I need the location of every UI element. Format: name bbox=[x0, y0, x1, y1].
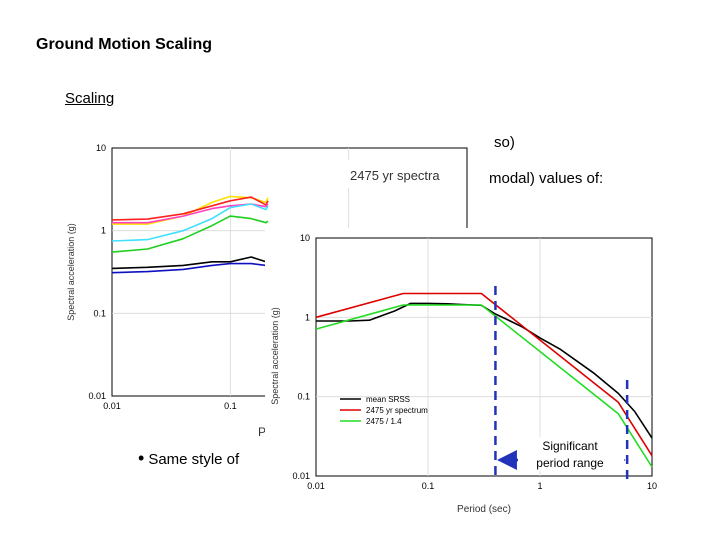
chart2-series-mean-srss bbox=[316, 302, 653, 439]
range-label-line1: Significant bbox=[542, 439, 598, 453]
chart1-y-tick-label: 1 bbox=[101, 226, 106, 236]
range-label-line2: period range bbox=[536, 456, 604, 470]
chart1-y-tick-label: 0.1 bbox=[93, 308, 106, 318]
chart2-x-tick-label: 0.1 bbox=[422, 481, 435, 491]
bullet-dot-icon: • bbox=[138, 448, 145, 468]
chart1-y-tick-label: 10 bbox=[96, 143, 106, 153]
chart2-y-tick-label: 0.1 bbox=[297, 392, 310, 402]
chart1-series bbox=[111, 195, 269, 274]
chart2-x-ticks: 0.01 0.1 1 10 bbox=[307, 481, 657, 491]
chart1-series-green bbox=[111, 215, 269, 253]
chart1-title: 2475 yr spectra bbox=[350, 168, 440, 183]
chart2-frame bbox=[315, 237, 653, 477]
chart2-series bbox=[315, 292, 653, 468]
slide-title: Ground Motion Scaling bbox=[36, 36, 212, 53]
chart1-xlabel: P bbox=[258, 425, 266, 439]
chart1-title-box bbox=[345, 160, 463, 188]
chart1-x-tick-label: 0.01 bbox=[103, 401, 121, 411]
significant-period-markers bbox=[494, 286, 629, 480]
chart2-y-tick-label: 1 bbox=[305, 312, 310, 322]
chart1-series-black bbox=[111, 248, 269, 270]
legend-label: 2475 / 1.4 bbox=[366, 417, 402, 426]
chart2-series-2475-1-4 bbox=[315, 304, 653, 468]
chart2-y-tick-label: 10 bbox=[300, 233, 310, 243]
chart1-ylabel: Spectral acceleration (g) bbox=[66, 223, 76, 321]
chart2-legend: mean SRSS 2475 yr spectrum 2475 / 1.4 bbox=[340, 395, 428, 426]
chart1-y-ticks: 10 1 0.1 0.01 bbox=[88, 143, 106, 401]
chart2-series-2475-yr-spectrum bbox=[315, 292, 653, 457]
scaling-link[interactable]: Scaling bbox=[65, 90, 115, 107]
chart2-x-tick-label: 1 bbox=[537, 481, 542, 491]
range-label-box bbox=[518, 437, 624, 471]
text-fragment-2: modal) values of: bbox=[489, 170, 604, 187]
legend-label: mean SRSS bbox=[366, 395, 410, 404]
bullet-text: Same style of bbox=[148, 451, 240, 468]
chart1-x-tick-label: 0.1 bbox=[224, 401, 237, 411]
chart2-y-ticks: 10 1 0.1 0.01 bbox=[292, 233, 310, 481]
chart1-y-tick-label: 0.01 bbox=[88, 391, 106, 401]
chart1-series-yellow bbox=[112, 195, 269, 225]
chart1-series-magenta bbox=[112, 203, 269, 224]
chart1-series-blue bbox=[111, 262, 269, 274]
text-fragment-1: so) bbox=[494, 134, 515, 151]
chart-period-spectra: 10 1 0.1 0.01 0.01 0.1 1 10 mean SRSS 2475 yr s… bbox=[265, 228, 660, 536]
chart1-series-cyan bbox=[111, 203, 269, 242]
chart2-ylabel: Spectral acceleration (g) bbox=[270, 307, 280, 405]
chart1-series-red bbox=[111, 196, 269, 221]
bullet-item: • Same style of bbox=[138, 448, 239, 469]
legend-label: 2475 yr spectrum bbox=[366, 406, 428, 415]
chart2-y-tick-label: 0.01 bbox=[292, 471, 310, 481]
chart2-xlabel: Period (sec) bbox=[457, 504, 511, 515]
chart2-x-tick-label: 10 bbox=[647, 481, 657, 491]
chart1-x-ticks: 0.01 0.1 bbox=[103, 401, 236, 411]
chart2-x-tick-label: 0.01 bbox=[307, 481, 325, 491]
